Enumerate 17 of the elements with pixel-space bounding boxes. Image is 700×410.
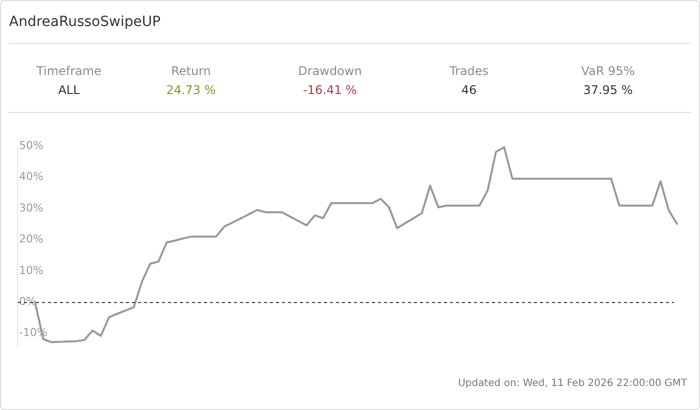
text: -16.41 %: [303, 82, 357, 98]
text: Drawdown: [298, 63, 362, 79]
text: 24.73 %: [166, 82, 216, 98]
text: 46: [461, 82, 477, 98]
text: Return: [171, 63, 211, 79]
text: 37.95 %: [583, 82, 633, 98]
y-tick-label: 50%: [19, 138, 44, 152]
y-tick-label: 40%: [19, 170, 44, 184]
y-tick-label: 30%: [19, 201, 44, 214]
text: AndreaRussoSwipeUP: [9, 13, 161, 31]
text: Trades: [449, 63, 489, 79]
text: Updated on: Wed, 11 Feb 2026 22:00:00 GMT: [458, 377, 687, 391]
text: VaR 95%: [581, 63, 635, 79]
text: ALL: [58, 82, 80, 98]
text: Timeframe: [36, 63, 102, 79]
y-tick-label: 10%: [19, 264, 44, 277]
y-tick-label: 20%: [19, 232, 44, 246]
